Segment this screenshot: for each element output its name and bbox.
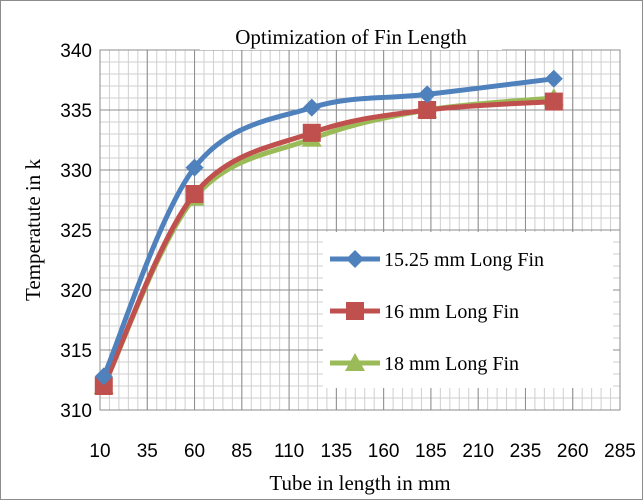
series-line <box>101 99 557 389</box>
data-point <box>185 158 204 177</box>
data-point <box>544 92 563 111</box>
series-line <box>101 76 557 379</box>
data-point <box>302 98 321 117</box>
legend-label: 16 mm Long Fin <box>384 301 519 323</box>
series-1 <box>94 69 563 386</box>
legend-swatch-marker <box>345 353 365 371</box>
legend-item: 18 mm Long Fin <box>330 353 519 375</box>
series-layer <box>93 69 564 395</box>
x-tick-label: 60 <box>184 441 205 462</box>
y-tick-label: 315 <box>60 341 92 362</box>
data-point <box>94 377 113 395</box>
data-point <box>418 85 437 104</box>
data-point <box>185 185 204 203</box>
x-tick-label: 110 <box>274 441 304 462</box>
legend-label: 15.25 mm Long Fin <box>384 249 544 271</box>
legend-label: 18 mm Long Fin <box>384 353 519 375</box>
legend-swatch-marker <box>346 302 364 320</box>
x-tick-label: 285 <box>604 441 636 462</box>
data-point <box>94 367 113 386</box>
legend-item: 15.25 mm Long Fin <box>330 249 544 271</box>
title-background <box>200 22 502 50</box>
x-axis-label: Tube in length in mm <box>269 471 450 495</box>
y-tick-label: 340 <box>60 41 92 62</box>
x-tick-label: 260 <box>557 441 589 462</box>
legend: 15.25 mm Long Fin 16 mm Long Fin 18 mm Lon… <box>323 232 613 388</box>
data-point <box>544 69 563 88</box>
legend-item: 16 mm Long Fin <box>330 301 519 323</box>
y-tick-label: 310 <box>60 401 92 422</box>
x-tick-label: 235 <box>510 441 542 462</box>
y-axis-label: Temperatute in k <box>21 159 45 301</box>
y-tick-label: 320 <box>60 281 92 302</box>
series-2 <box>94 92 563 395</box>
x-tick-label: 210 <box>462 441 494 462</box>
x-tick-label: 10 <box>89 441 110 462</box>
x-tick-label: 135 <box>321 441 353 462</box>
y-axis-tick-labels: 310 315 320 325 330 335 340 <box>60 41 92 422</box>
x-tick-label: 35 <box>137 441 158 462</box>
x-axis-tick-labels: 10 35 60 85 110 135 160 185 210 235 260 285 <box>89 441 635 462</box>
legend-swatch-marker <box>346 250 364 268</box>
y-tick-label: 330 <box>60 161 92 182</box>
x-tick-label: 160 <box>368 441 400 462</box>
x-tick-label: 85 <box>231 441 252 462</box>
x-tick-label: 185 <box>415 441 447 462</box>
data-point <box>302 123 321 142</box>
y-tick-label: 335 <box>60 101 92 122</box>
y-tick-label: 325 <box>60 221 92 242</box>
chart-title: Optimization of Fin Length <box>235 25 467 49</box>
data-point <box>418 101 437 119</box>
